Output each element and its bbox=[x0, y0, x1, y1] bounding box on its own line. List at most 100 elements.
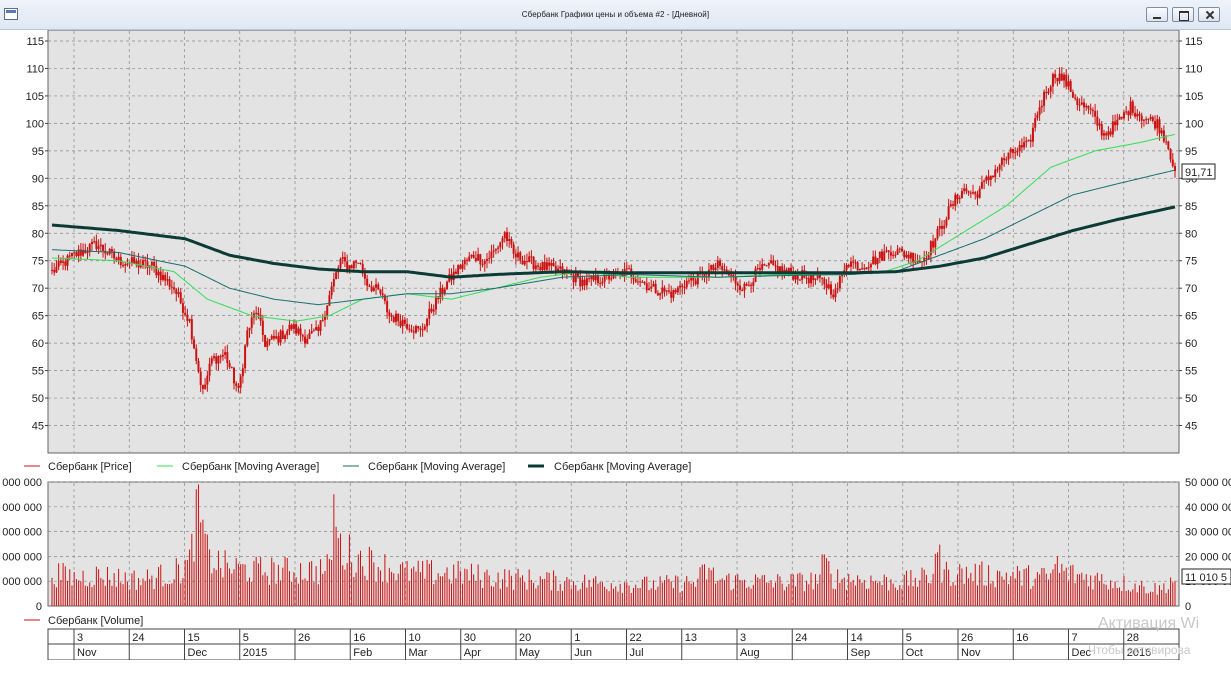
price-candle bbox=[248, 327, 251, 331]
price-candle bbox=[1127, 111, 1130, 116]
price-candle bbox=[1100, 124, 1103, 136]
price-candle bbox=[1029, 139, 1032, 142]
price-candle bbox=[812, 273, 815, 281]
price-candle bbox=[639, 281, 642, 283]
time-axis-day: 22 bbox=[630, 632, 642, 644]
price-candle bbox=[1125, 111, 1128, 113]
price-candle bbox=[998, 164, 1001, 170]
price-candle bbox=[572, 275, 575, 283]
price-candle bbox=[110, 249, 113, 252]
price-candle bbox=[592, 275, 595, 281]
chart-area[interactable]: 45 50 55 60 65 70 75 80 85 90 95 100 105 110 115 45 50 5… bbox=[0, 30, 1231, 660]
price-candle bbox=[721, 265, 724, 271]
price-candle bbox=[213, 356, 216, 359]
price-candle bbox=[960, 191, 963, 198]
price-candle bbox=[1018, 145, 1021, 151]
price-legend: Сбербанк [Price] Сбербанк [Moving Averag… bbox=[24, 461, 691, 473]
legend-label-ma2[interactable]: Сбербанк [Moving Average] bbox=[368, 461, 505, 473]
close-button[interactable] bbox=[1198, 7, 1220, 22]
price-candle bbox=[290, 324, 293, 329]
price-candle bbox=[139, 265, 142, 268]
time-axis-day: 10 bbox=[409, 632, 421, 644]
price-candle bbox=[457, 265, 460, 275]
price-candle bbox=[363, 273, 366, 279]
price-candle bbox=[1014, 152, 1017, 154]
price-candle bbox=[816, 274, 819, 279]
price-candle bbox=[798, 279, 801, 281]
price-candle bbox=[235, 383, 238, 386]
price-tick-right: 110 bbox=[1185, 63, 1203, 75]
price-candle bbox=[472, 254, 475, 258]
price-candle bbox=[326, 305, 329, 317]
legend-label-volume[interactable]: Сбербанк [Volume] bbox=[48, 615, 143, 627]
price-candle bbox=[328, 295, 331, 306]
maximize-button[interactable] bbox=[1172, 7, 1194, 22]
price-tick-right: 45 bbox=[1185, 421, 1197, 433]
price-candle bbox=[1169, 149, 1172, 160]
price-candle bbox=[332, 279, 335, 287]
price-candle bbox=[781, 266, 784, 273]
price-candle bbox=[552, 263, 555, 267]
price-candle bbox=[927, 255, 930, 259]
price-candle bbox=[907, 254, 910, 259]
volume-panel[interactable] bbox=[47, 481, 1180, 607]
legend-label-price[interactable]: Сбербанк [Price] bbox=[48, 461, 132, 473]
price-candle bbox=[537, 265, 540, 267]
price-candle bbox=[665, 290, 668, 292]
price-candle bbox=[905, 254, 908, 258]
price-candle bbox=[681, 285, 684, 288]
price-candle bbox=[1063, 74, 1066, 81]
price-candle bbox=[215, 356, 218, 364]
price-candle bbox=[1154, 121, 1157, 129]
price-candle bbox=[1102, 133, 1105, 136]
price-candle bbox=[570, 273, 573, 276]
time-axis-month: Jul bbox=[630, 647, 644, 659]
price-candle bbox=[146, 261, 149, 268]
price-candle bbox=[226, 352, 229, 364]
price-candle bbox=[590, 275, 593, 279]
price-candle bbox=[483, 260, 486, 265]
price-candle bbox=[117, 256, 120, 260]
time-axis-day: 24 bbox=[132, 632, 144, 644]
price-candle bbox=[73, 252, 76, 254]
price-candle bbox=[1147, 118, 1150, 120]
price-candle bbox=[237, 385, 240, 388]
price-candle bbox=[232, 367, 235, 384]
volume-tick-right: 30 000 000 bbox=[1185, 527, 1231, 539]
price-tick-left: 75 bbox=[32, 256, 44, 268]
price-candle bbox=[838, 276, 841, 289]
activation-watermark: Активация Wi bbox=[1098, 615, 1199, 632]
price-candle bbox=[161, 274, 164, 280]
price-candle bbox=[255, 312, 258, 314]
price-candle bbox=[909, 252, 912, 259]
price-candle bbox=[945, 219, 948, 226]
price-candle bbox=[359, 262, 362, 264]
legend-label-ma1[interactable]: Сбербанк [Moving Average] bbox=[182, 461, 319, 473]
price-candle bbox=[521, 260, 524, 265]
price-candle bbox=[710, 265, 713, 270]
price-candle bbox=[550, 263, 553, 266]
price-candle bbox=[758, 268, 761, 270]
price-candle bbox=[1114, 121, 1117, 126]
price-candle bbox=[181, 303, 184, 313]
app-icon[interactable] bbox=[4, 8, 18, 20]
moving-average-line-ma-medium bbox=[51, 169, 1176, 306]
minimize-button[interactable] bbox=[1146, 7, 1168, 22]
price-tick-right: 50 bbox=[1185, 393, 1197, 405]
price-candle bbox=[97, 246, 100, 249]
price-candle bbox=[643, 281, 646, 284]
price-candle bbox=[428, 308, 431, 319]
price-tick-left: 65 bbox=[32, 311, 44, 323]
price-candle bbox=[954, 194, 957, 206]
legend-label-ma3[interactable]: Сбербанк [Moving Average] bbox=[554, 461, 691, 473]
price-candle bbox=[133, 257, 136, 264]
price-candle bbox=[1087, 105, 1090, 109]
price-candle bbox=[408, 328, 411, 330]
price-candle bbox=[312, 330, 315, 332]
price-candle bbox=[286, 330, 289, 336]
time-axis-month: Aug bbox=[740, 647, 760, 659]
price-panel[interactable] bbox=[47, 30, 1180, 454]
price-candle bbox=[350, 265, 353, 269]
price-candle bbox=[852, 261, 855, 263]
